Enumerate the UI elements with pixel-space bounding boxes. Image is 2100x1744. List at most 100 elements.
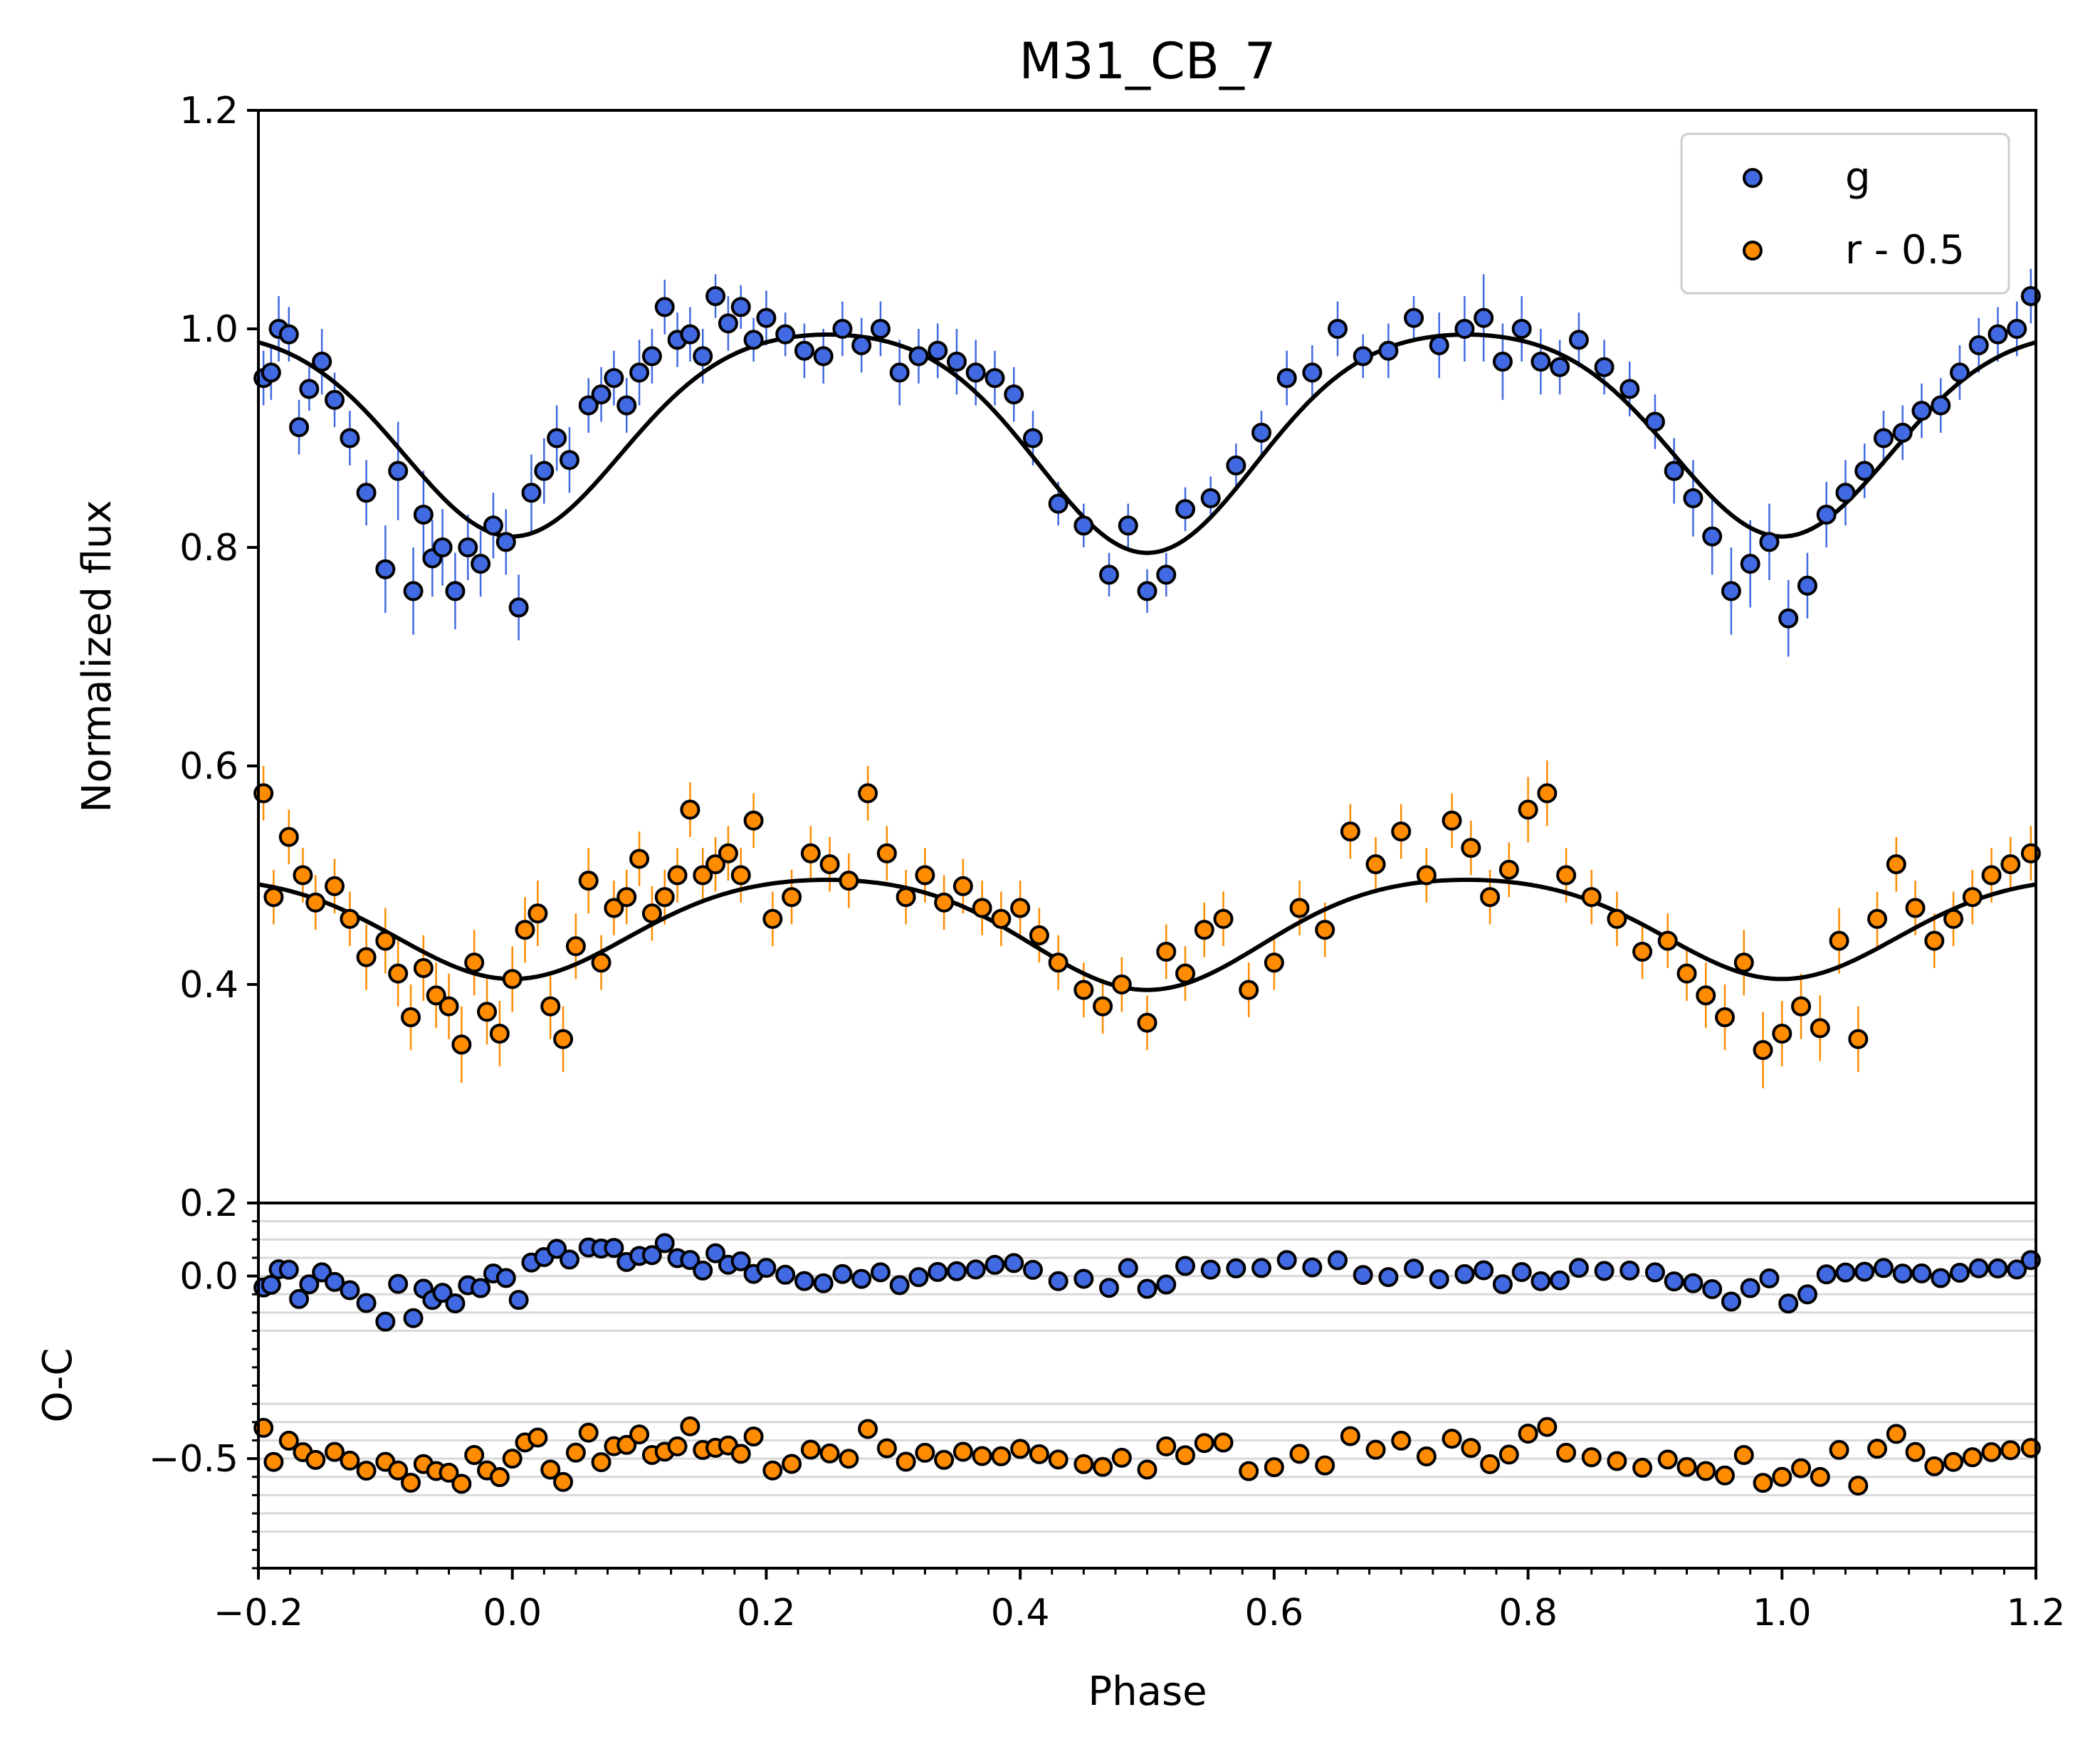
residual-point-g [1474,1260,1494,1281]
data-point-g [1683,488,1703,508]
residual-point-r [1137,1459,1157,1480]
residual-point-r [1239,1461,1259,1481]
data-point-g [928,340,948,361]
residual-point-g [388,1273,409,1294]
data-point-r [800,843,821,863]
x-axis-label: Phase [1088,1669,1207,1715]
residual-point-r [1981,1441,2002,1462]
residual-point-r [451,1474,472,1494]
residual-point-r [730,1444,751,1464]
residual-point-r [896,1451,916,1472]
data-point-r [616,887,637,908]
data-point-g [1156,564,1177,585]
data-point-g [1550,357,1570,377]
x-axis: −0.2 0.0 0.2 0.4 0.6 0.8 1.0 1.2 [214,1568,2065,1634]
data-point-r [1480,887,1501,908]
residual-point-g [1702,1279,1723,1300]
data-point-r [1156,941,1177,962]
residual-point-g [1550,1270,1570,1291]
residual-point-r [667,1436,688,1456]
residual-point-r [1867,1439,1888,1459]
residual-point-g [756,1258,777,1278]
residual-point-g [985,1254,1005,1275]
residual-point-g [1531,1271,1551,1291]
data-point-g [388,461,409,481]
data-point-r [858,783,878,804]
data-point-g [1594,357,1615,377]
residual-point-g [813,1273,834,1293]
data-point-g [1721,581,1741,602]
data-point-g [325,389,345,410]
residual-point-r [591,1452,611,1473]
data-point-g [1816,504,1837,525]
residual-point-r [1676,1456,1697,1477]
residual-point-r [1556,1442,1577,1463]
residual-point-g [495,1268,516,1288]
residual-point-g [2007,1259,2027,1280]
data-point-g [1702,526,1723,547]
residual-point-g [832,1264,853,1284]
residual-point-g [965,1259,986,1280]
data-point-g [1740,554,1760,574]
main-y-tick-label: 0.6 [179,745,238,788]
data-point-r [1442,810,1462,831]
residual-point-g [1968,1258,1989,1278]
residual-point-g [1644,1262,1665,1283]
residual-point-g [1226,1258,1246,1278]
residual-point-r [1518,1423,1538,1444]
data-point-r [1715,1007,1736,1028]
residual-point-g [356,1293,377,1313]
residual-point-r [819,1443,840,1464]
data-point-g [547,428,567,448]
data-point-g [1378,340,1399,361]
residual-point-g [559,1249,579,1270]
residual-point-r [1480,1454,1501,1474]
residual-point-g [1175,1256,1196,1276]
data-point-r [1264,952,1284,973]
residual-point-r [1943,1451,1964,1472]
data-point-r [565,936,586,957]
residual-point-g [1511,1262,1532,1283]
data-point-g [832,319,853,339]
data-point-g [1511,319,1532,339]
residual-point-r [1657,1449,1678,1470]
residual-point-r [1632,1457,1653,1478]
data-point-g [1988,324,2008,345]
residual-point-g [403,1308,424,1328]
data-point-r [1137,1012,1157,1033]
x-tick-label: −0.2 [214,1592,303,1634]
data-point-g [1454,319,1475,339]
data-point-r [1048,952,1069,973]
x-tick-label: 1.0 [1753,1592,1812,1634]
residual-point-g [1854,1261,1875,1282]
residual-point-g [1004,1253,1024,1273]
residual-point-r [1391,1430,1412,1451]
data-point-g [1835,483,1856,503]
data-point-r [641,903,662,924]
data-point-r [1391,821,1412,842]
data-point-r [972,898,992,918]
data-point-r [1676,963,1697,984]
residual-point-r [578,1422,599,1443]
residual-point-g [1619,1260,1640,1281]
data-point-r [439,996,459,1017]
residual-point-r [1416,1446,1437,1466]
data-point-r [1943,908,1964,929]
residual-point-g [851,1268,872,1289]
data-point-g [1404,308,1424,328]
data-point-r [1498,859,1519,880]
data-point-r [680,799,700,820]
data-point-g [534,461,555,481]
data-point-g [1474,308,1494,328]
residual-point-r [388,1460,409,1481]
residual-point-g [1156,1274,1177,1295]
data-point-g [1931,395,1951,416]
residual-point-g [1137,1278,1157,1299]
residual-point-g [1664,1271,1684,1292]
residual-point-g [1816,1264,1837,1285]
data-point-r [1416,865,1437,886]
data-point-r [991,908,1012,929]
residual-point-g [928,1261,948,1282]
main-data-points [253,285,2041,1061]
